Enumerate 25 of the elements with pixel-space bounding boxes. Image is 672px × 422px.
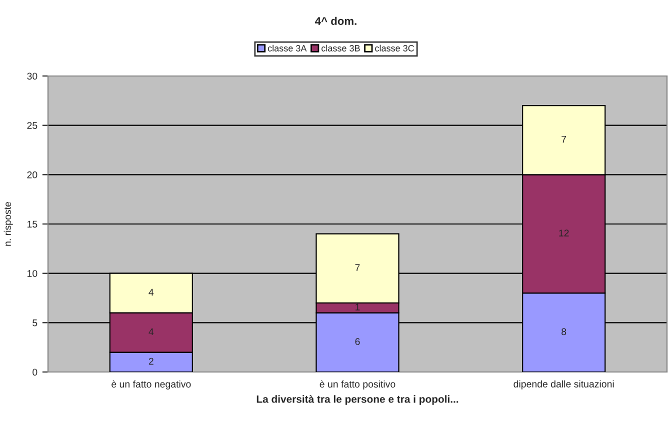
data-label: 8 <box>562 328 566 336</box>
data-label: 4 <box>148 288 154 296</box>
data-label: 1 <box>356 304 360 310</box>
y-tick-label: 15 <box>28 220 38 228</box>
y-tick-label: 20 <box>27 171 38 178</box>
data-label: 6 <box>355 338 360 346</box>
data-label: 7 <box>355 264 360 271</box>
data-label: 7 <box>562 136 566 143</box>
y-tick-label: 30 <box>27 72 38 80</box>
y-tick-label: 10 <box>28 270 38 277</box>
x-tick-label: è un fatto positivo <box>320 380 396 390</box>
y-tick-label: 0 <box>32 368 38 376</box>
chart-title: 4^ dom. <box>315 16 356 25</box>
y-tick-label: 5 <box>32 320 38 326</box>
legend-label: classe 3B <box>322 44 360 52</box>
x-tick-label: è un fatto negativo <box>112 380 191 390</box>
y-tick-label: 25 <box>27 122 38 129</box>
legend-label: classe 3C <box>375 44 414 52</box>
y-axis-title: n. risposte <box>4 202 13 246</box>
data-label: 12 <box>559 230 569 236</box>
x-tick-label: dipende dalle situazioni <box>514 380 614 390</box>
x-axis-title: La diversità tra le persone e tra i popoli... <box>256 395 458 405</box>
data-label: 2 <box>148 358 154 365</box>
data-label: 4 <box>148 328 154 336</box>
legend-label: classe 3A <box>268 44 307 52</box>
